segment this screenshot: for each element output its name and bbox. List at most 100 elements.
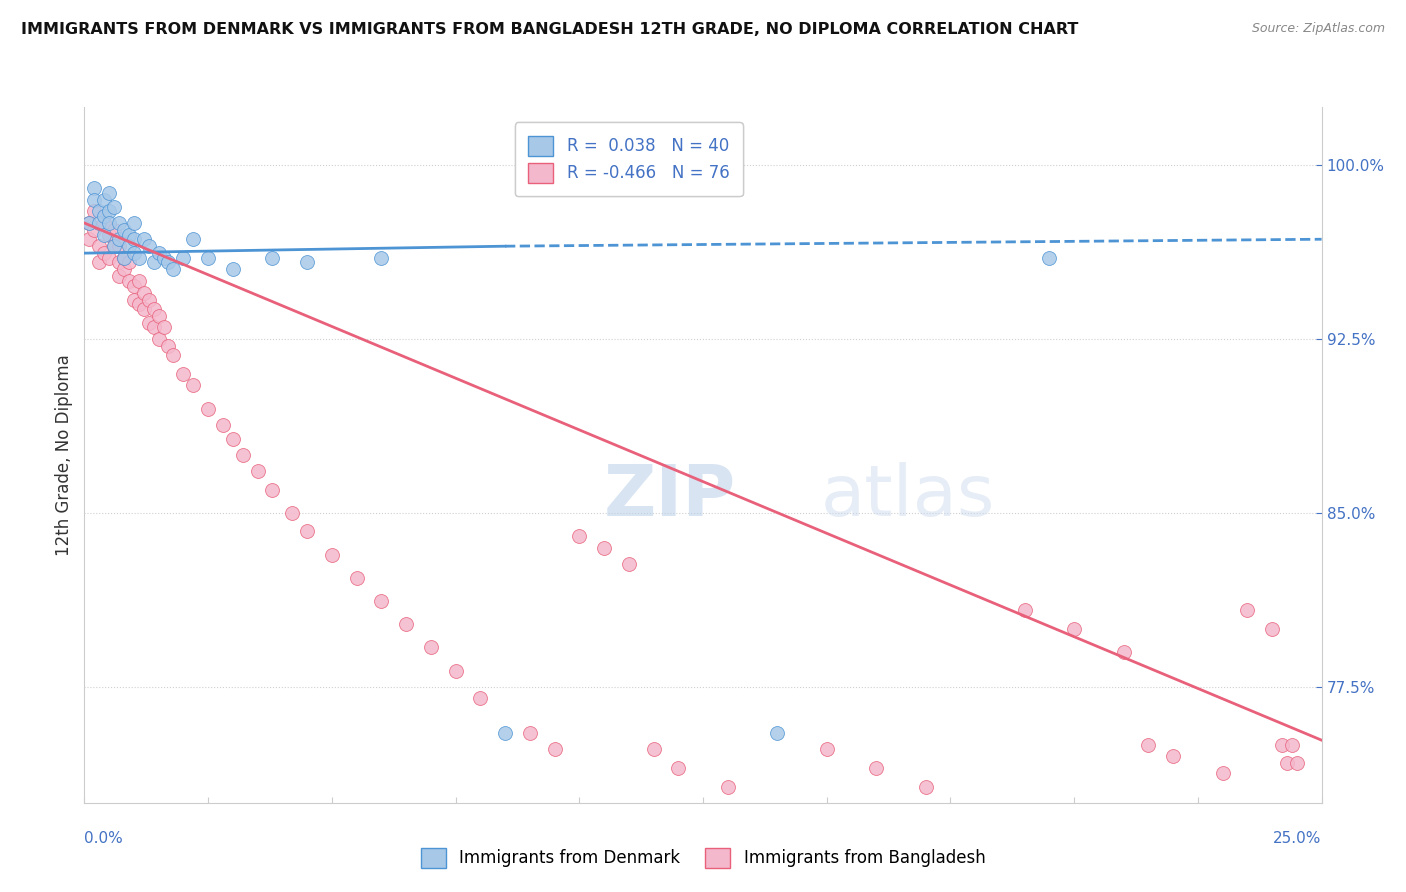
- Text: IMMIGRANTS FROM DENMARK VS IMMIGRANTS FROM BANGLADESH 12TH GRADE, NO DIPLOMA COR: IMMIGRANTS FROM DENMARK VS IMMIGRANTS FR…: [21, 22, 1078, 37]
- Point: [118, 255, 141, 269]
- Point: [103, 223, 125, 237]
- Point: [132, 232, 155, 246]
- Point: [262, 483, 284, 497]
- Text: ZIP: ZIP: [605, 462, 737, 531]
- Text: 25.0%: 25.0%: [1274, 830, 1322, 846]
- Point: [262, 251, 284, 265]
- Point: [1285, 756, 1308, 771]
- Point: [118, 274, 141, 288]
- Text: 0.0%: 0.0%: [84, 830, 124, 846]
- Point: [122, 216, 145, 230]
- Point: [152, 251, 174, 265]
- Point: [1161, 749, 1184, 764]
- Point: [118, 239, 141, 253]
- Point: [108, 239, 131, 253]
- Point: [83, 181, 105, 195]
- Point: [79, 232, 101, 246]
- Point: [568, 529, 591, 543]
- Point: [162, 348, 184, 362]
- Point: [1271, 738, 1294, 752]
- Point: [128, 274, 150, 288]
- Point: [112, 251, 135, 265]
- Point: [1261, 622, 1284, 636]
- Point: [122, 278, 145, 293]
- Point: [103, 239, 125, 253]
- Legend: Immigrants from Denmark, Immigrants from Bangladesh: Immigrants from Denmark, Immigrants from…: [413, 841, 993, 875]
- Point: [142, 320, 165, 334]
- Point: [1112, 645, 1135, 659]
- Point: [148, 309, 170, 323]
- Text: atlas: atlas: [821, 462, 995, 531]
- Point: [108, 255, 131, 269]
- Y-axis label: 12th Grade, No Diploma: 12th Grade, No Diploma: [55, 354, 73, 556]
- Point: [138, 239, 160, 253]
- Point: [1275, 756, 1298, 771]
- Point: [148, 332, 170, 346]
- Point: [79, 216, 101, 230]
- Point: [98, 216, 121, 230]
- Point: [157, 255, 180, 269]
- Point: [914, 780, 936, 794]
- Point: [79, 216, 101, 230]
- Point: [543, 742, 565, 756]
- Point: [142, 301, 165, 316]
- Point: [172, 251, 194, 265]
- Point: [1063, 622, 1085, 636]
- Point: [470, 691, 492, 706]
- Point: [222, 432, 245, 446]
- Point: [162, 262, 184, 277]
- Point: [1038, 251, 1060, 265]
- Point: [152, 320, 174, 334]
- Point: [281, 506, 304, 520]
- Point: [444, 664, 467, 678]
- Point: [83, 223, 105, 237]
- Point: [395, 617, 418, 632]
- Point: [118, 227, 141, 242]
- Point: [93, 227, 115, 242]
- Point: [132, 285, 155, 300]
- Point: [197, 251, 219, 265]
- Point: [98, 227, 121, 242]
- Point: [112, 262, 135, 277]
- Point: [83, 204, 105, 219]
- Point: [643, 742, 665, 756]
- Point: [132, 301, 155, 316]
- Point: [148, 246, 170, 260]
- Point: [122, 232, 145, 246]
- Point: [232, 448, 254, 462]
- Point: [494, 726, 516, 740]
- Point: [295, 255, 318, 269]
- Text: Source: ZipAtlas.com: Source: ZipAtlas.com: [1251, 22, 1385, 36]
- Point: [128, 251, 150, 265]
- Point: [89, 204, 111, 219]
- Point: [172, 367, 194, 381]
- Point: [1281, 738, 1303, 752]
- Point: [108, 232, 131, 246]
- Point: [108, 216, 131, 230]
- Point: [222, 262, 245, 277]
- Point: [717, 780, 740, 794]
- Point: [89, 239, 111, 253]
- Point: [138, 293, 160, 307]
- Point: [593, 541, 616, 555]
- Point: [181, 378, 204, 392]
- Point: [181, 232, 204, 246]
- Point: [1137, 738, 1160, 752]
- Point: [865, 761, 887, 775]
- Point: [1236, 603, 1258, 617]
- Point: [112, 251, 135, 265]
- Point: [346, 571, 368, 585]
- Point: [246, 464, 269, 478]
- Point: [419, 640, 441, 655]
- Point: [321, 548, 343, 562]
- Point: [666, 761, 689, 775]
- Point: [112, 223, 135, 237]
- Point: [197, 401, 219, 416]
- Point: [617, 557, 640, 571]
- Point: [965, 807, 987, 822]
- Point: [766, 726, 789, 740]
- Point: [98, 251, 121, 265]
- Point: [98, 186, 121, 200]
- Point: [815, 742, 838, 756]
- Point: [519, 726, 541, 740]
